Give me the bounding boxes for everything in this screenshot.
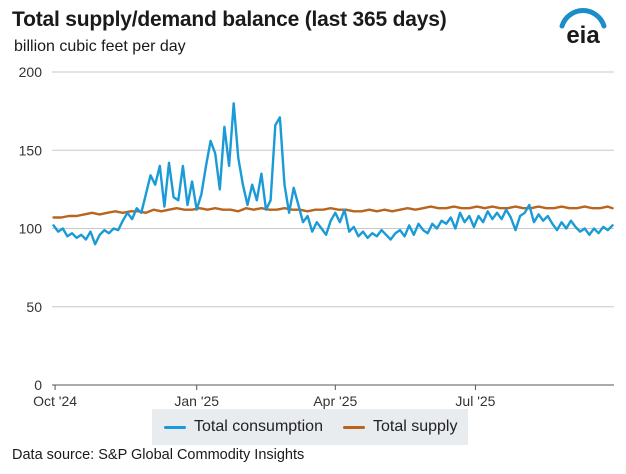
x-tick-label: Apr '25 bbox=[313, 393, 357, 409]
y-axis-tick-labels: 0 50 100 150 200 bbox=[19, 64, 43, 393]
x-tick-label: Oct '24 bbox=[33, 393, 77, 409]
chart-title: Total supply/demand balance (last 365 da… bbox=[12, 8, 447, 31]
series-lines bbox=[52, 102, 614, 246]
y-tick-label: 0 bbox=[34, 377, 42, 393]
legend-label-consumption: Total consumption bbox=[194, 418, 323, 435]
supply-swatch-icon bbox=[342, 425, 365, 429]
x-axis-tick-labels: Oct '24 Jan '25 Apr '25 Jul '25 bbox=[33, 385, 496, 409]
y-tick-label: 150 bbox=[19, 142, 43, 158]
logo-arc-icon bbox=[559, 8, 607, 29]
logo-text: eia bbox=[566, 22, 600, 48]
series-line-total-supply bbox=[52, 205, 614, 219]
x-tick-label: Jul '25 bbox=[455, 393, 495, 409]
consumption-swatch-icon bbox=[164, 425, 186, 429]
gridlines bbox=[52, 71, 614, 386]
legend-label-supply: Total supply bbox=[372, 418, 458, 435]
legend-item-supply[interactable]: Total supply bbox=[342, 418, 458, 436]
x-tick-label: Jan '25 bbox=[174, 393, 219, 409]
series-line-total-consumption bbox=[52, 102, 614, 246]
data-source-note: Data source: S&P Global Commodity Insigh… bbox=[12, 447, 305, 463]
legend-item-consumption[interactable]: Total consumption bbox=[164, 418, 323, 436]
chart-subtitle: billion cubic feet per day bbox=[14, 38, 186, 55]
eia-logo: eia bbox=[559, 8, 607, 48]
y-tick-label: 100 bbox=[19, 221, 43, 237]
legend: Total consumption Total supply bbox=[152, 409, 468, 445]
y-tick-label: 200 bbox=[19, 64, 43, 80]
y-tick-label: 50 bbox=[26, 299, 42, 315]
